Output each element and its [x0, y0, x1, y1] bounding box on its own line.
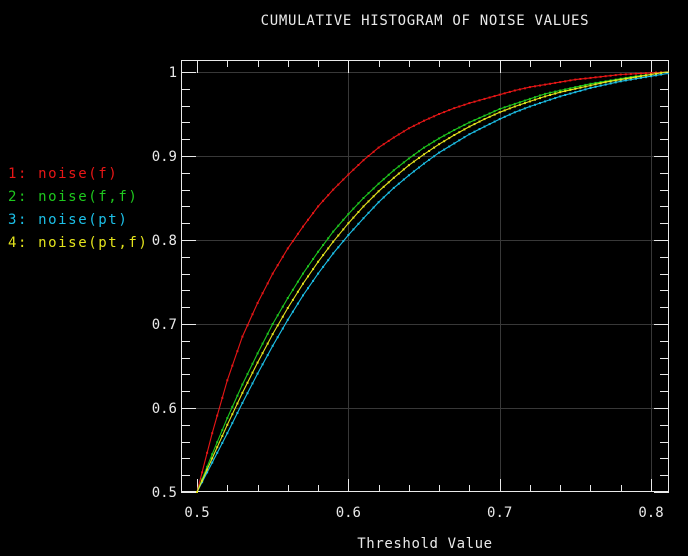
y-tick-label: 0.6: [152, 401, 177, 417]
x-tick-label: 0.5: [184, 505, 209, 521]
x-tick-label: 0.8: [638, 505, 663, 521]
curve-points-2: [196, 71, 663, 493]
x-tick-label: 0.7: [487, 505, 512, 521]
y-tick-label: 0.9: [152, 149, 177, 165]
x-tick-label: 0.6: [336, 505, 361, 521]
legend-item-4: 4: noise(pt,f): [8, 235, 149, 251]
y-tick-label: 0.7: [152, 317, 177, 333]
legend: 1: noise(f) 2: noise(f,f) 3: noise(pt) 4: n…: [8, 163, 148, 255]
legend-item-2: 2: noise(f,f): [8, 189, 139, 205]
chart-title: CUMULATIVE HISTOGRAM OF NOISE VALUES: [260, 13, 590, 29]
y-tick-label: 0.5: [152, 485, 177, 501]
curve-points-3: [196, 73, 663, 493]
legend-item-3: 3: noise(pt): [8, 212, 129, 228]
curve-line-1: [196, 71, 669, 493]
plot-border: [181, 60, 669, 492]
curve-points-1: [196, 71, 663, 493]
y-tick-label: 0.8: [152, 233, 177, 249]
curve-points-4: [196, 71, 663, 493]
legend-item-1: 1: noise(f): [8, 166, 119, 182]
x-axis-title: Threshold Value: [357, 536, 493, 552]
y-tick-label: 1: [169, 65, 177, 81]
